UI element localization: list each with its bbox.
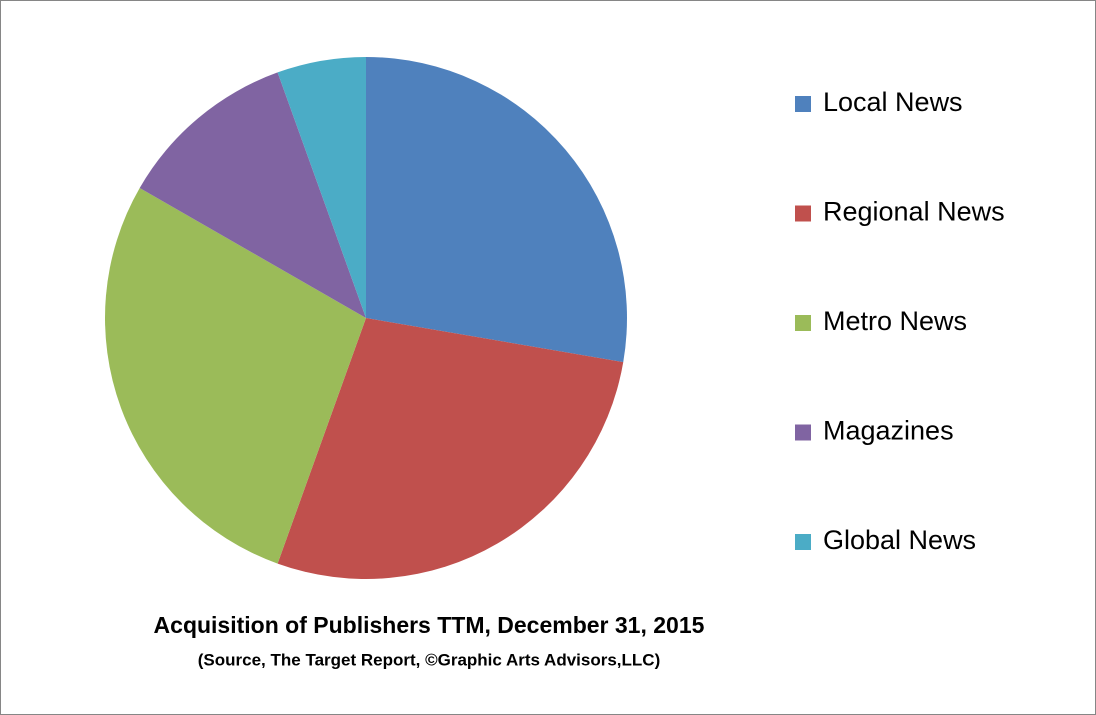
legend-label: Magazines	[823, 416, 954, 446]
pie-slice	[277, 57, 366, 318]
legend-swatch	[795, 424, 811, 441]
pie-slice	[105, 187, 366, 564]
legend-swatch	[795, 315, 811, 331]
legend-label: Local News	[823, 87, 963, 117]
legend-swatch	[795, 534, 811, 550]
chart-subtitle: (Source, The Target Report, ©Graphic Art…	[198, 650, 660, 669]
legend: Local News Regional News Metro News Magazin…	[795, 87, 1005, 555]
pie-slice	[366, 57, 627, 363]
pie-slice	[277, 318, 624, 579]
chart-title: Acquisition of Publishers TTM, December …	[154, 612, 705, 638]
pie	[105, 57, 627, 579]
legend-swatch	[795, 96, 811, 112]
legend-label: Regional News	[823, 197, 1005, 227]
pie-slice	[139, 72, 366, 319]
legend-swatch	[795, 205, 811, 222]
legend-label: Global News	[823, 525, 976, 555]
legend-label: Metro News	[823, 306, 967, 336]
